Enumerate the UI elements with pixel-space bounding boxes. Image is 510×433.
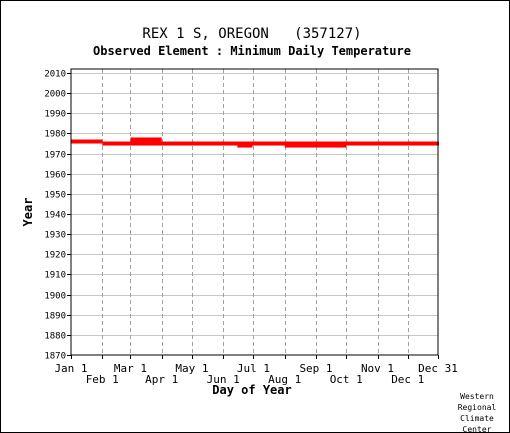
y-tick-label: 1960	[44, 171, 66, 181]
credit-line-3: Climate	[460, 414, 494, 423]
data-bars	[71, 137, 440, 148]
x-tick-label: Sep 1	[299, 362, 332, 375]
x-tick-label: Aug 1	[268, 373, 301, 386]
x-tick-label: Apr 1	[145, 373, 178, 386]
x-tick-label: Mar 1	[114, 362, 147, 375]
y-axis-label: Year	[21, 198, 35, 227]
y-axis-ticks: 1870 1880 1890 1900 1910 1920 1930 1940 1950 1960…	[44, 70, 71, 362]
x-axis-label: Day of Year	[212, 383, 291, 397]
y-tick-label: 1900	[44, 292, 66, 302]
x-tick-label: Feb 1	[86, 373, 119, 386]
grid-lines	[71, 69, 438, 355]
credit-line-2: Regional	[458, 403, 497, 412]
x-tick-label: Jun 1	[207, 373, 240, 386]
x-tick-label: Jul 1	[237, 362, 270, 375]
plot-area	[70, 68, 439, 356]
y-tick-label: 1980	[44, 130, 66, 140]
x-tick-label: Dec 31	[418, 362, 458, 375]
y-tick-label: 2000	[44, 90, 66, 100]
data-bar	[102, 141, 440, 146]
y-tick-label: 1990	[44, 110, 66, 120]
y-tick-label: 1970	[44, 151, 66, 161]
data-bar	[237, 143, 253, 148]
y-tick-label: 1870	[44, 352, 66, 362]
y-tick-label: 1890	[44, 312, 66, 322]
y-tick-label: 2010	[44, 70, 66, 80]
credit-line-4: Center	[463, 425, 492, 433]
x-axis-ticks: Jan 1 Mar 1 May 1 Jul 1 Sep 1 Nov 1 Dec 31 Feb …	[54, 355, 458, 386]
chart-title: REX 1 S, OREGON (357127)	[142, 26, 361, 42]
y-tick-label: 1940	[44, 211, 66, 221]
x-tick-label: Oct 1	[330, 373, 363, 386]
y-tick-label: 1930	[44, 231, 66, 241]
x-tick-label: Nov 1	[361, 362, 394, 375]
x-tick-label: Jan 1	[54, 362, 87, 375]
y-tick-label: 1880	[44, 332, 66, 342]
chart-subtitle: Observed Element : Minimum Daily Tempera…	[93, 44, 411, 58]
credit-line-1: Western	[460, 392, 494, 401]
y-tick-label: 1920	[44, 251, 66, 261]
data-bar	[284, 143, 347, 148]
x-tick-label: Dec 1	[391, 373, 424, 386]
y-tick-label: 1910	[44, 271, 66, 281]
y-tick-label: 1950	[44, 191, 66, 201]
data-bar	[130, 137, 162, 142]
data-bar	[71, 139, 103, 144]
x-tick-label: May 1	[175, 362, 208, 375]
